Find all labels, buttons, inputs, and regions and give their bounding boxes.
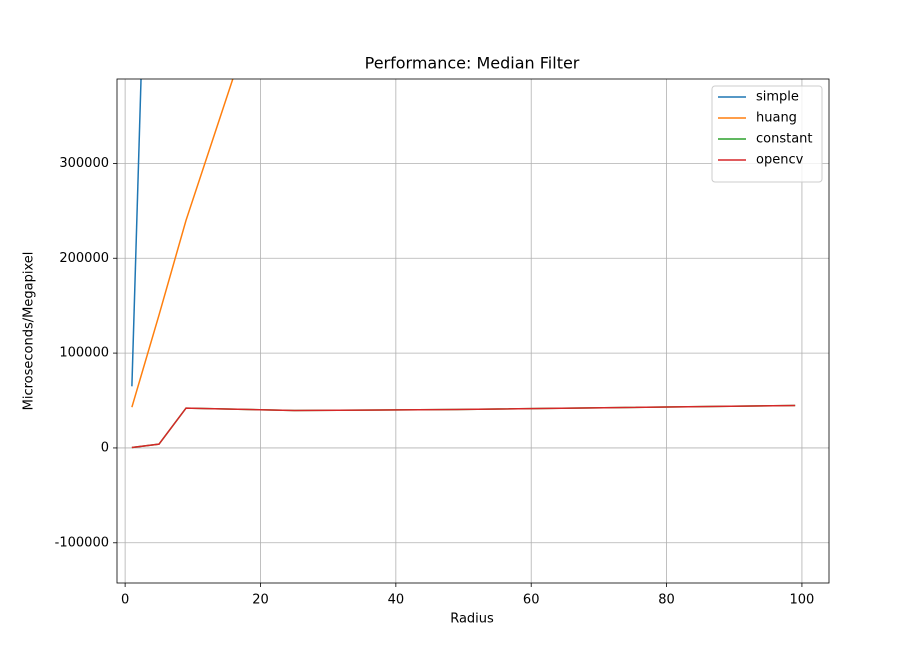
grid: 0 20 40 60 80 100 -100000 0 100000 200000 300000 <box>55 79 829 608</box>
legend-label: huang <box>756 111 797 126</box>
x-tick-label: 40 <box>388 593 405 608</box>
y-tick-label: -100000 <box>55 535 109 550</box>
series-line <box>131 404 796 449</box>
x-tick-label: 0 <box>121 593 129 608</box>
y-tick-label: 100000 <box>59 346 109 361</box>
legend-label: simple <box>756 90 799 105</box>
chart-title: Performance: Median Filter <box>365 54 580 73</box>
x-tick-label: 100 <box>790 593 815 608</box>
y-axis-label: Microseconds/Megapixel <box>22 252 37 411</box>
y-tick-label: 0 <box>101 440 109 455</box>
legend-box <box>711 85 823 183</box>
series-line <box>131 79 142 387</box>
x-axis-label: Radius <box>450 612 494 627</box>
legend-label: constant <box>756 132 813 147</box>
legend: simple huang constant opencv <box>711 85 823 183</box>
x-tick-label: 20 <box>252 593 269 608</box>
axes-frame <box>116 78 830 584</box>
legend-label: opencv <box>756 153 804 168</box>
y-tick-label: 300000 <box>59 156 109 171</box>
x-tick-label: 80 <box>658 593 675 608</box>
series-line <box>131 404 796 449</box>
x-tick-label: 60 <box>523 593 540 608</box>
series-line <box>131 79 234 408</box>
plot-area <box>131 79 796 449</box>
y-tick-label: 200000 <box>59 251 109 266</box>
